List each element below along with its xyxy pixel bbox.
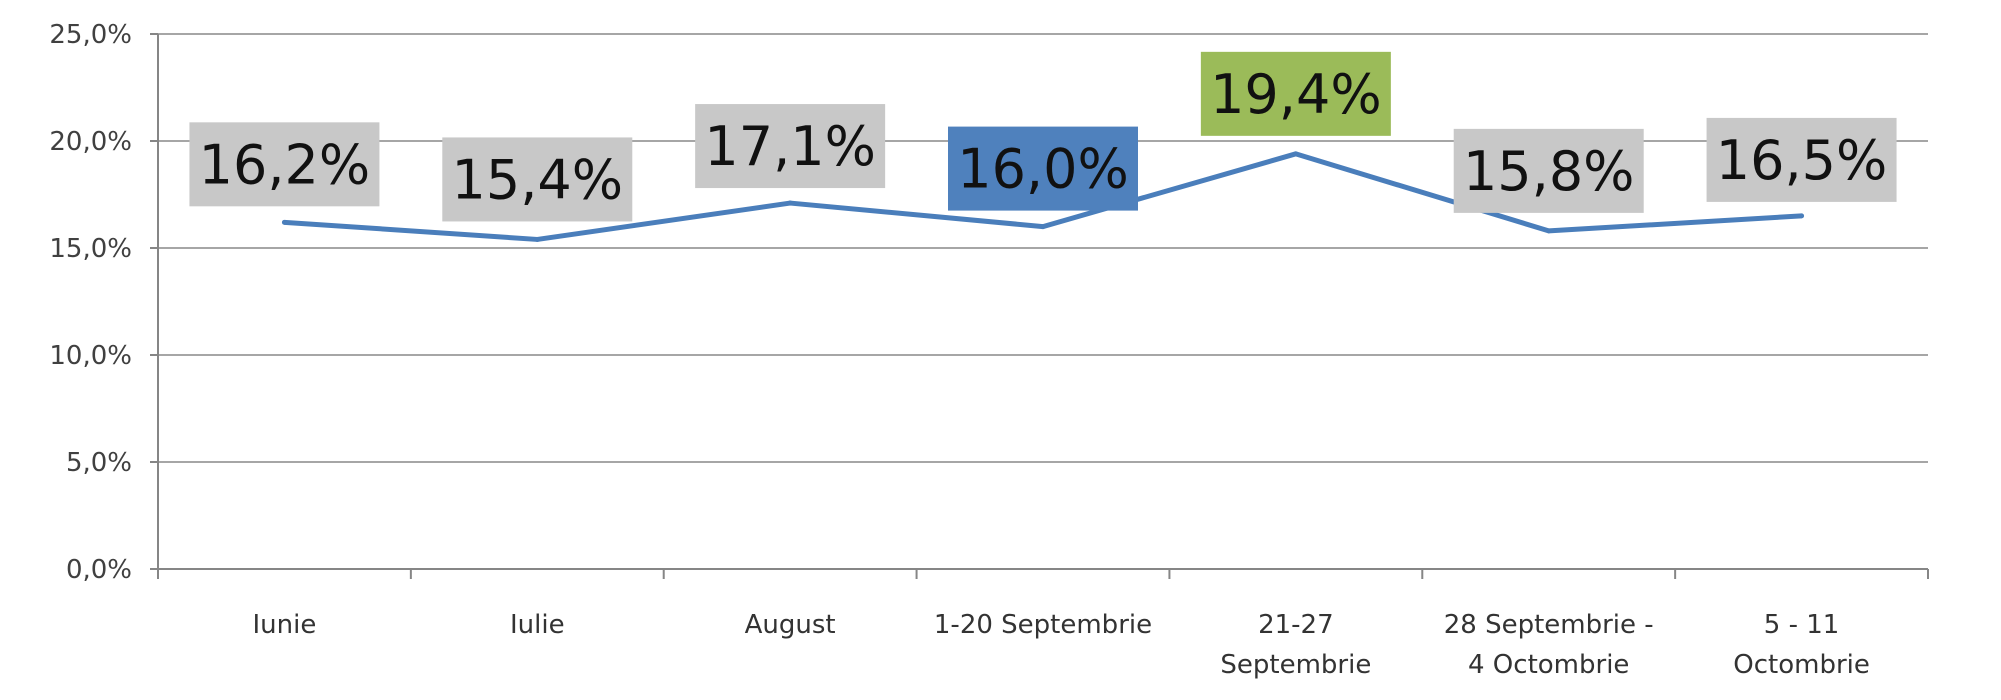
data-point (534, 236, 540, 242)
data-point (1293, 151, 1299, 157)
data-label-text: 15,4% (452, 148, 624, 211)
x-tick-label: Iunie (252, 610, 316, 640)
data-label-text: 19,4% (1210, 63, 1382, 126)
data-label-text: 17,1% (704, 115, 876, 178)
data-label-box (442, 137, 633, 222)
x-tick-label: 28 Septembrie -4 Octombrie (1444, 610, 1654, 680)
data-label-box (1706, 117, 1897, 202)
data-label: 19,4% (1200, 51, 1391, 136)
data-point (1799, 213, 1805, 219)
y-tick-label: 15,0% (49, 234, 132, 264)
data-label: 17,1% (695, 104, 886, 189)
data-label-text: 16,5% (1716, 129, 1888, 192)
data-label: 16,0% (948, 126, 1138, 211)
series-lines (281, 151, 1805, 242)
data-label-text: 16,0% (957, 138, 1129, 201)
y-tick-label: 10,0% (49, 341, 132, 371)
data-labels: 16,2% 15,4% 17,1% 16,0% 19,4% 15,8% 16,5% (189, 51, 1897, 222)
x-tick-label: 1-20 Septembrie (934, 610, 1152, 640)
data-label-text: 16,2% (199, 133, 371, 196)
y-tick-label: 0,0% (66, 555, 132, 585)
data-label: 15,8% (1453, 128, 1644, 213)
x-axis: Iunie Iulie August 1-20 Septembrie 21-27 Sept… (157, 34, 1929, 680)
y-tick-label: 5,0% (66, 448, 132, 478)
data-label-box (948, 126, 1138, 211)
data-point (281, 219, 287, 225)
x-tick-label: 5 - 11 Octombrie (1733, 610, 1870, 680)
data-label-box (1453, 128, 1644, 213)
y-tick-label: 20,0% (49, 127, 132, 157)
data-label-box (1200, 51, 1391, 136)
y-tick-label: 25,0% (49, 20, 132, 50)
data-label: 16,5% (1706, 117, 1897, 202)
data-label-box (695, 104, 886, 189)
data-point (1546, 228, 1552, 234)
y-axis-ticks: 0,0% 5,0% 10,0% 15,0% 20,0% 25,0% (49, 20, 158, 585)
x-tick-label: August (745, 610, 836, 640)
data-point (787, 200, 793, 206)
x-tick-label: 21-27 Septembrie (1220, 610, 1371, 680)
data-label: 16,2% (189, 122, 380, 207)
x-tick-label: Iulie (510, 610, 565, 640)
data-label: 15,4% (442, 137, 633, 222)
data-point (1040, 224, 1046, 230)
data-label-box (189, 122, 380, 207)
data-label-text: 15,8% (1463, 140, 1635, 203)
gridlines (158, 33, 1928, 463)
